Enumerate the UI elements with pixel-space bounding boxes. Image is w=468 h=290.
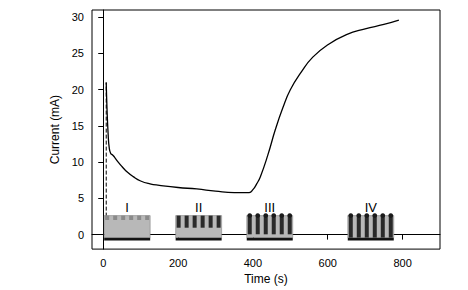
svg-text:5: 5 — [78, 192, 84, 204]
svg-text:400: 400 — [244, 257, 262, 269]
svg-text:IV: IV — [365, 200, 378, 215]
svg-text:200: 200 — [169, 257, 187, 269]
svg-text:II: II — [195, 200, 202, 215]
svg-text:600: 600 — [319, 257, 337, 269]
svg-text:0: 0 — [100, 257, 106, 269]
svg-text:20: 20 — [72, 84, 84, 96]
svg-text:I: I — [125, 200, 129, 215]
svg-text:III: III — [264, 200, 275, 215]
svg-text:15: 15 — [72, 120, 84, 132]
svg-text:Current (mA): Current (mA) — [48, 95, 62, 164]
svg-text:Time (s): Time (s) — [244, 272, 288, 286]
svg-text:0: 0 — [78, 229, 84, 241]
svg-text:10: 10 — [72, 156, 84, 168]
svg-text:30: 30 — [72, 11, 84, 23]
svg-text:25: 25 — [72, 47, 84, 59]
svg-text:800: 800 — [393, 257, 411, 269]
